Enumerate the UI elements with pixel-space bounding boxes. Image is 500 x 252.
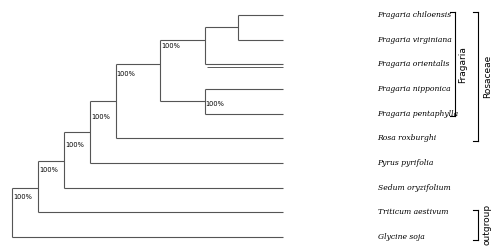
Text: 100%: 100% [13,194,32,200]
Text: Fragaria virginiana: Fragaria virginiana [378,36,452,44]
Text: 100%: 100% [65,142,84,148]
Text: 100%: 100% [39,167,58,173]
Text: Fragaria orientalis: Fragaria orientalis [378,60,450,68]
Text: Rosa roxburghi: Rosa roxburghi [378,134,437,142]
Text: Triticum aestivum: Triticum aestivum [378,208,448,216]
Text: Glycine soja: Glycine soja [378,233,424,241]
Text: Fragaria chiloensis: Fragaria chiloensis [378,11,452,19]
Text: 100%: 100% [161,43,180,49]
Text: Pyrus pyrifolia: Pyrus pyrifolia [378,159,434,167]
Text: Fragaria pentaphylla: Fragaria pentaphylla [378,110,458,118]
Text: 100%: 100% [116,71,136,77]
Text: Sedum oryzifolium: Sedum oryzifolium [378,184,450,192]
Text: 100%: 100% [91,114,110,120]
Text: outgroup: outgroup [483,204,492,245]
Text: Rosaceae: Rosaceae [483,55,492,98]
Text: 100%: 100% [206,102,225,108]
Text: Fragaria: Fragaria [458,46,467,83]
Text: Fragaria nipponica: Fragaria nipponica [378,85,451,93]
